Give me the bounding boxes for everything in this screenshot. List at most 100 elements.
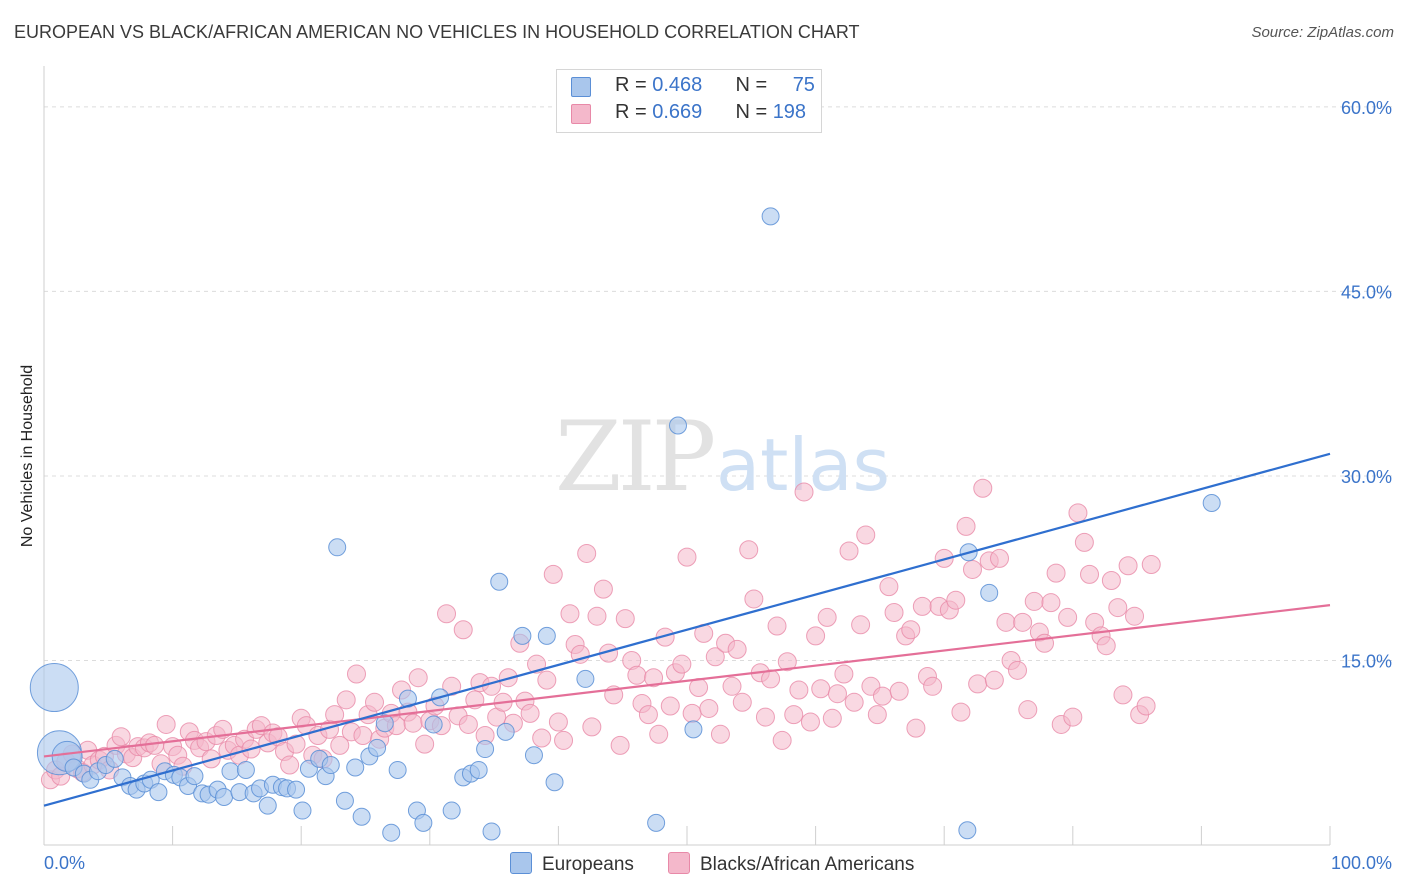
- point-blacks-170: [989, 548, 1009, 568]
- point-blacks-136: [800, 712, 820, 732]
- r-value-europeans: 0.468: [652, 74, 703, 96]
- point-blacks-135: [794, 482, 814, 502]
- point-blacks-13: [111, 727, 131, 747]
- tick-labels: 15.0% 30.0% 45.0% 60.0% 0.0% 100.0%: [44, 98, 1392, 873]
- point-blacks-52: [330, 735, 350, 755]
- point-blacks-139: [817, 607, 837, 627]
- point-blacks-120: [710, 724, 730, 744]
- point-blacks-180: [1046, 563, 1066, 583]
- point-blacks-191: [1108, 598, 1128, 618]
- point-blacks-140: [822, 708, 842, 728]
- point-europeans-38: [321, 756, 340, 775]
- point-blacks-58: [365, 692, 385, 712]
- point-blacks-93: [560, 604, 580, 624]
- point-europeans-58: [482, 822, 501, 841]
- point-blacks-105: [627, 665, 647, 685]
- point-europeans-42: [352, 807, 371, 826]
- blacks-legend-swatch: [668, 852, 690, 874]
- point-blacks-119: [705, 647, 725, 667]
- point-blacks-131: [772, 730, 792, 750]
- point-blacks-74: [453, 620, 473, 640]
- stat-row-blacks: R = 0.669 N = 198: [571, 101, 807, 127]
- legend-item-blacks[interactable]: Blacks/African Americans: [668, 852, 914, 876]
- point-blacks-97: [582, 717, 602, 737]
- point-blacks-21: [156, 714, 176, 734]
- point-europeans-0: [29, 663, 79, 713]
- y-tick-label-2: 45.0%: [1341, 282, 1392, 302]
- point-blacks-141: [827, 684, 847, 704]
- point-blacks-158: [923, 676, 943, 696]
- point-blacks-90: [543, 564, 563, 584]
- point-europeans-60: [496, 722, 515, 741]
- point-blacks-138: [811, 679, 831, 699]
- chart-source: Source: ZipAtlas.com: [1251, 24, 1394, 41]
- point-europeans-63: [537, 626, 556, 645]
- trend-line-europeans: [43, 452, 1331, 807]
- point-blacks-72: [442, 676, 462, 696]
- point-blacks-98: [587, 606, 607, 626]
- point-europeans-40: [335, 791, 354, 810]
- point-blacks-142: [834, 664, 854, 684]
- point-europeans-19: [185, 767, 204, 786]
- point-europeans-46: [382, 823, 401, 842]
- point-europeans-14: [149, 783, 168, 802]
- point-blacks-155: [906, 718, 926, 738]
- point-blacks-96: [577, 543, 597, 563]
- point-blacks-43: [280, 755, 300, 775]
- point-europeans-59: [490, 572, 509, 591]
- point-blacks-71: [437, 604, 457, 624]
- point-blacks-150: [879, 577, 899, 597]
- point-blacks-123: [727, 639, 747, 659]
- legend-item-europeans[interactable]: Europeans: [510, 852, 634, 876]
- y-tick-label-1: 30.0%: [1341, 467, 1392, 487]
- point-blacks-55: [346, 664, 366, 684]
- blacks-swatch: [571, 104, 591, 124]
- point-blacks-66: [408, 668, 428, 688]
- axes: [43, 66, 1331, 846]
- point-blacks-176: [1024, 591, 1044, 611]
- point-blacks-143: [839, 541, 859, 561]
- point-europeans-53: [442, 801, 461, 820]
- point-blacks-115: [682, 703, 702, 723]
- r-label: R =: [615, 74, 653, 96]
- point-blacks-132: [777, 652, 797, 672]
- point-europeans-70: [761, 207, 780, 226]
- point-blacks-152: [889, 681, 909, 701]
- point-blacks-169: [984, 670, 1004, 690]
- point-blacks-79: [482, 676, 502, 696]
- point-blacks-107: [638, 705, 658, 725]
- point-blacks-182: [1058, 607, 1078, 627]
- point-blacks-53: [336, 690, 356, 710]
- point-blacks-197: [1141, 555, 1161, 575]
- point-europeans-24: [221, 762, 240, 781]
- point-blacks-126: [744, 589, 764, 609]
- point-blacks-124: [732, 692, 752, 712]
- point-blacks-183: [1063, 707, 1083, 727]
- point-blacks-89: [537, 670, 557, 690]
- y-tick-label-3: 60.0%: [1341, 98, 1392, 118]
- point-blacks-164: [956, 516, 976, 536]
- point-blacks-156: [912, 596, 932, 616]
- point-europeans-66: [647, 813, 666, 832]
- point-blacks-163: [951, 702, 971, 722]
- point-blacks-113: [672, 654, 692, 674]
- n-value-blacks: 198: [772, 101, 807, 123]
- point-blacks-167: [973, 478, 993, 498]
- point-blacks-171: [996, 612, 1016, 632]
- point-blacks-128: [755, 707, 775, 727]
- point-europeans-47: [388, 760, 407, 779]
- legend-label-blacks: Blacks/African Americans: [700, 854, 915, 875]
- point-blacks-193: [1118, 556, 1138, 576]
- point-blacks-19: [145, 735, 165, 755]
- r-label: R =: [615, 101, 653, 123]
- point-europeans-56: [469, 760, 488, 779]
- point-blacks-108: [644, 668, 664, 688]
- point-blacks-51: [325, 705, 345, 725]
- point-blacks-166: [968, 674, 988, 694]
- point-blacks-44: [286, 734, 306, 754]
- n-label: N =: [735, 74, 773, 96]
- point-blacks-146: [856, 525, 876, 545]
- point-europeans-41: [346, 758, 365, 777]
- point-europeans-44: [368, 738, 387, 757]
- point-europeans-69: [684, 720, 703, 739]
